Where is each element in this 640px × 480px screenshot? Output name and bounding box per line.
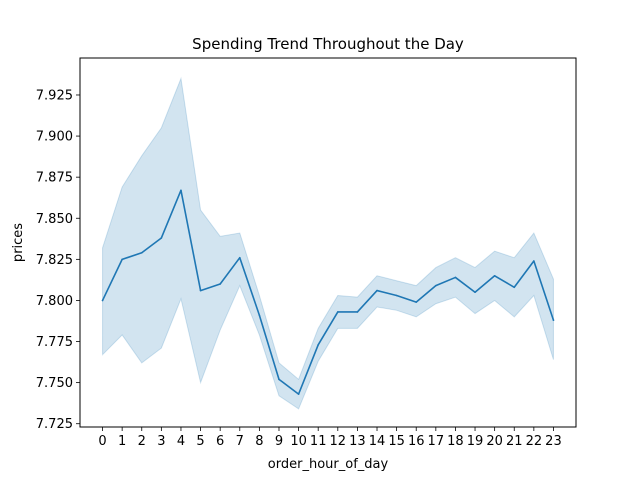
data-point xyxy=(435,284,437,287)
data-point xyxy=(140,251,143,254)
x-tick-label: 13 xyxy=(349,434,366,449)
data-point xyxy=(101,299,104,302)
x-tick-label: 23 xyxy=(545,434,562,449)
x-tick-label: 2 xyxy=(138,434,146,449)
data-point xyxy=(278,378,280,381)
y-axis-label: prices xyxy=(11,223,26,262)
x-tick-label: 22 xyxy=(526,434,543,449)
x-tick-label: 15 xyxy=(388,434,405,449)
data-point xyxy=(317,344,320,346)
y-tick-label: 7.775 xyxy=(36,335,73,350)
data-point xyxy=(238,256,241,259)
x-tick-label: 3 xyxy=(157,434,165,449)
data-point xyxy=(493,274,496,277)
x-tick-label: 21 xyxy=(506,434,523,449)
y-tick-label: 7.825 xyxy=(36,253,73,268)
y-tick-label: 7.725 xyxy=(36,417,73,432)
data-point xyxy=(219,283,221,285)
data-point xyxy=(395,294,398,297)
data-point xyxy=(513,286,516,289)
data-point xyxy=(337,311,339,313)
x-tick-label: 18 xyxy=(447,434,464,449)
x-tick-label: 17 xyxy=(428,434,445,449)
y-tick-label: 7.800 xyxy=(36,294,73,309)
data-point xyxy=(160,237,163,239)
y-tick-label: 7.850 xyxy=(36,212,73,227)
data-point xyxy=(258,314,261,317)
data-point xyxy=(356,311,359,313)
x-tick-label: 10 xyxy=(290,434,307,449)
x-tick-label: 11 xyxy=(310,434,327,449)
data-point xyxy=(180,189,182,192)
x-tick-label: 1 xyxy=(118,434,126,449)
x-tick-label: 12 xyxy=(330,434,347,449)
x-tick-label: 4 xyxy=(177,434,185,449)
data-point xyxy=(533,260,535,262)
data-point xyxy=(297,393,300,395)
x-tick-label: 19 xyxy=(467,434,484,449)
axis-ticks: 0 1 2 3 4 5 6 7 8 9 10 11 12 13 14 15 16 17 18 19 20 21 22 237.… xyxy=(36,88,562,449)
data-point xyxy=(376,289,378,292)
x-tick-label: 9 xyxy=(275,434,283,449)
plot-area xyxy=(101,76,555,410)
plot-frame xyxy=(79,57,577,428)
confidence-band-0 xyxy=(102,76,554,410)
x-tick-label: 14 xyxy=(369,434,386,449)
x-tick-label: 0 xyxy=(98,434,106,449)
data-point xyxy=(415,301,418,303)
data-point xyxy=(454,276,457,279)
x-tick-label: 6 xyxy=(216,434,224,449)
data-point xyxy=(552,319,555,321)
data-point xyxy=(121,258,123,261)
x-tick-label: 5 xyxy=(196,434,204,449)
x-tick-label: 7 xyxy=(236,434,244,449)
series-line-0 xyxy=(101,189,555,395)
y-tick-label: 7.900 xyxy=(36,130,73,145)
x-axis-label: order_hour_of_day xyxy=(268,457,389,472)
x-tick-label: 20 xyxy=(486,434,503,449)
x-tick-label: 16 xyxy=(408,434,425,449)
data-point xyxy=(474,291,476,294)
data-point xyxy=(199,289,202,292)
x-tick-label: 8 xyxy=(255,434,263,449)
y-tick-label: 7.750 xyxy=(36,376,73,391)
y-tick-label: 7.925 xyxy=(36,88,73,103)
y-tick-label: 7.875 xyxy=(36,171,73,186)
chart-title: Spending Trend Throughout the Day xyxy=(192,35,464,53)
